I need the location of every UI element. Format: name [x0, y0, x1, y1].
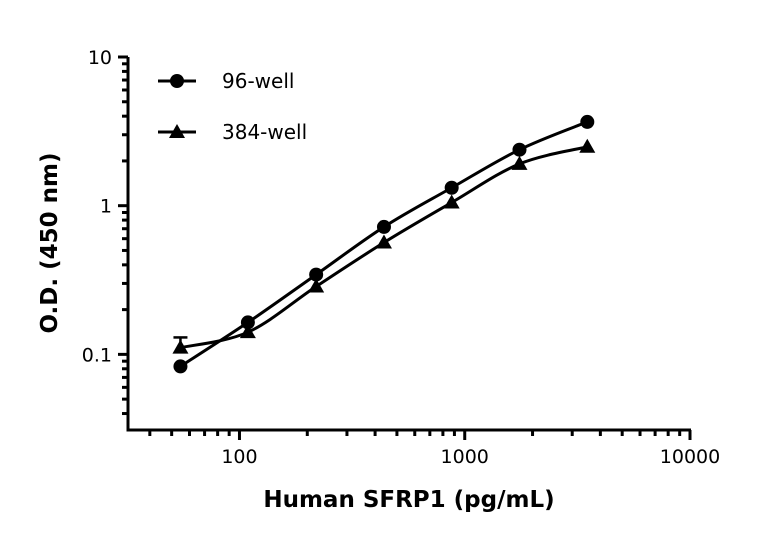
- data-point: [376, 219, 391, 234]
- series-group: [172, 114, 596, 374]
- data-point: [308, 278, 325, 293]
- x-tick-label: 10000: [660, 446, 720, 468]
- data-point: [240, 315, 255, 330]
- data-point: [173, 359, 188, 374]
- series-96-well: [173, 114, 595, 374]
- y-tick-label: 10: [88, 47, 112, 69]
- y-axis-title: O.D. (450 nm): [37, 152, 63, 333]
- legend-item: 96-well: [158, 69, 294, 93]
- data-point: [579, 138, 596, 153]
- data-point: [309, 267, 324, 282]
- legend: 96-well 384-well: [158, 69, 307, 144]
- x-axis-title: Human SFRP1 (pg/mL): [263, 487, 554, 513]
- y-tick-label: 0.1: [82, 344, 112, 366]
- data-point: [443, 194, 460, 209]
- legend-item: 384-well: [158, 120, 307, 144]
- x-tick-label: 1000: [441, 446, 489, 468]
- legend-label: 96-well: [222, 69, 294, 93]
- data-point: [580, 114, 595, 129]
- data-point: [172, 339, 189, 354]
- data-point: [239, 324, 256, 339]
- y-tick-label: 1: [100, 196, 112, 218]
- data-point: [512, 142, 527, 157]
- data-point: [511, 155, 528, 170]
- triangle-marker-icon: [169, 124, 185, 138]
- series-384-well: [172, 138, 596, 354]
- data-point: [444, 180, 459, 195]
- axes: 100 1000 10000 0.1 1 10: [82, 47, 720, 468]
- data-point: [375, 234, 392, 249]
- circle-marker-icon: [170, 74, 184, 88]
- legend-label: 384-well: [222, 120, 307, 144]
- x-tick-label: 100: [221, 446, 257, 468]
